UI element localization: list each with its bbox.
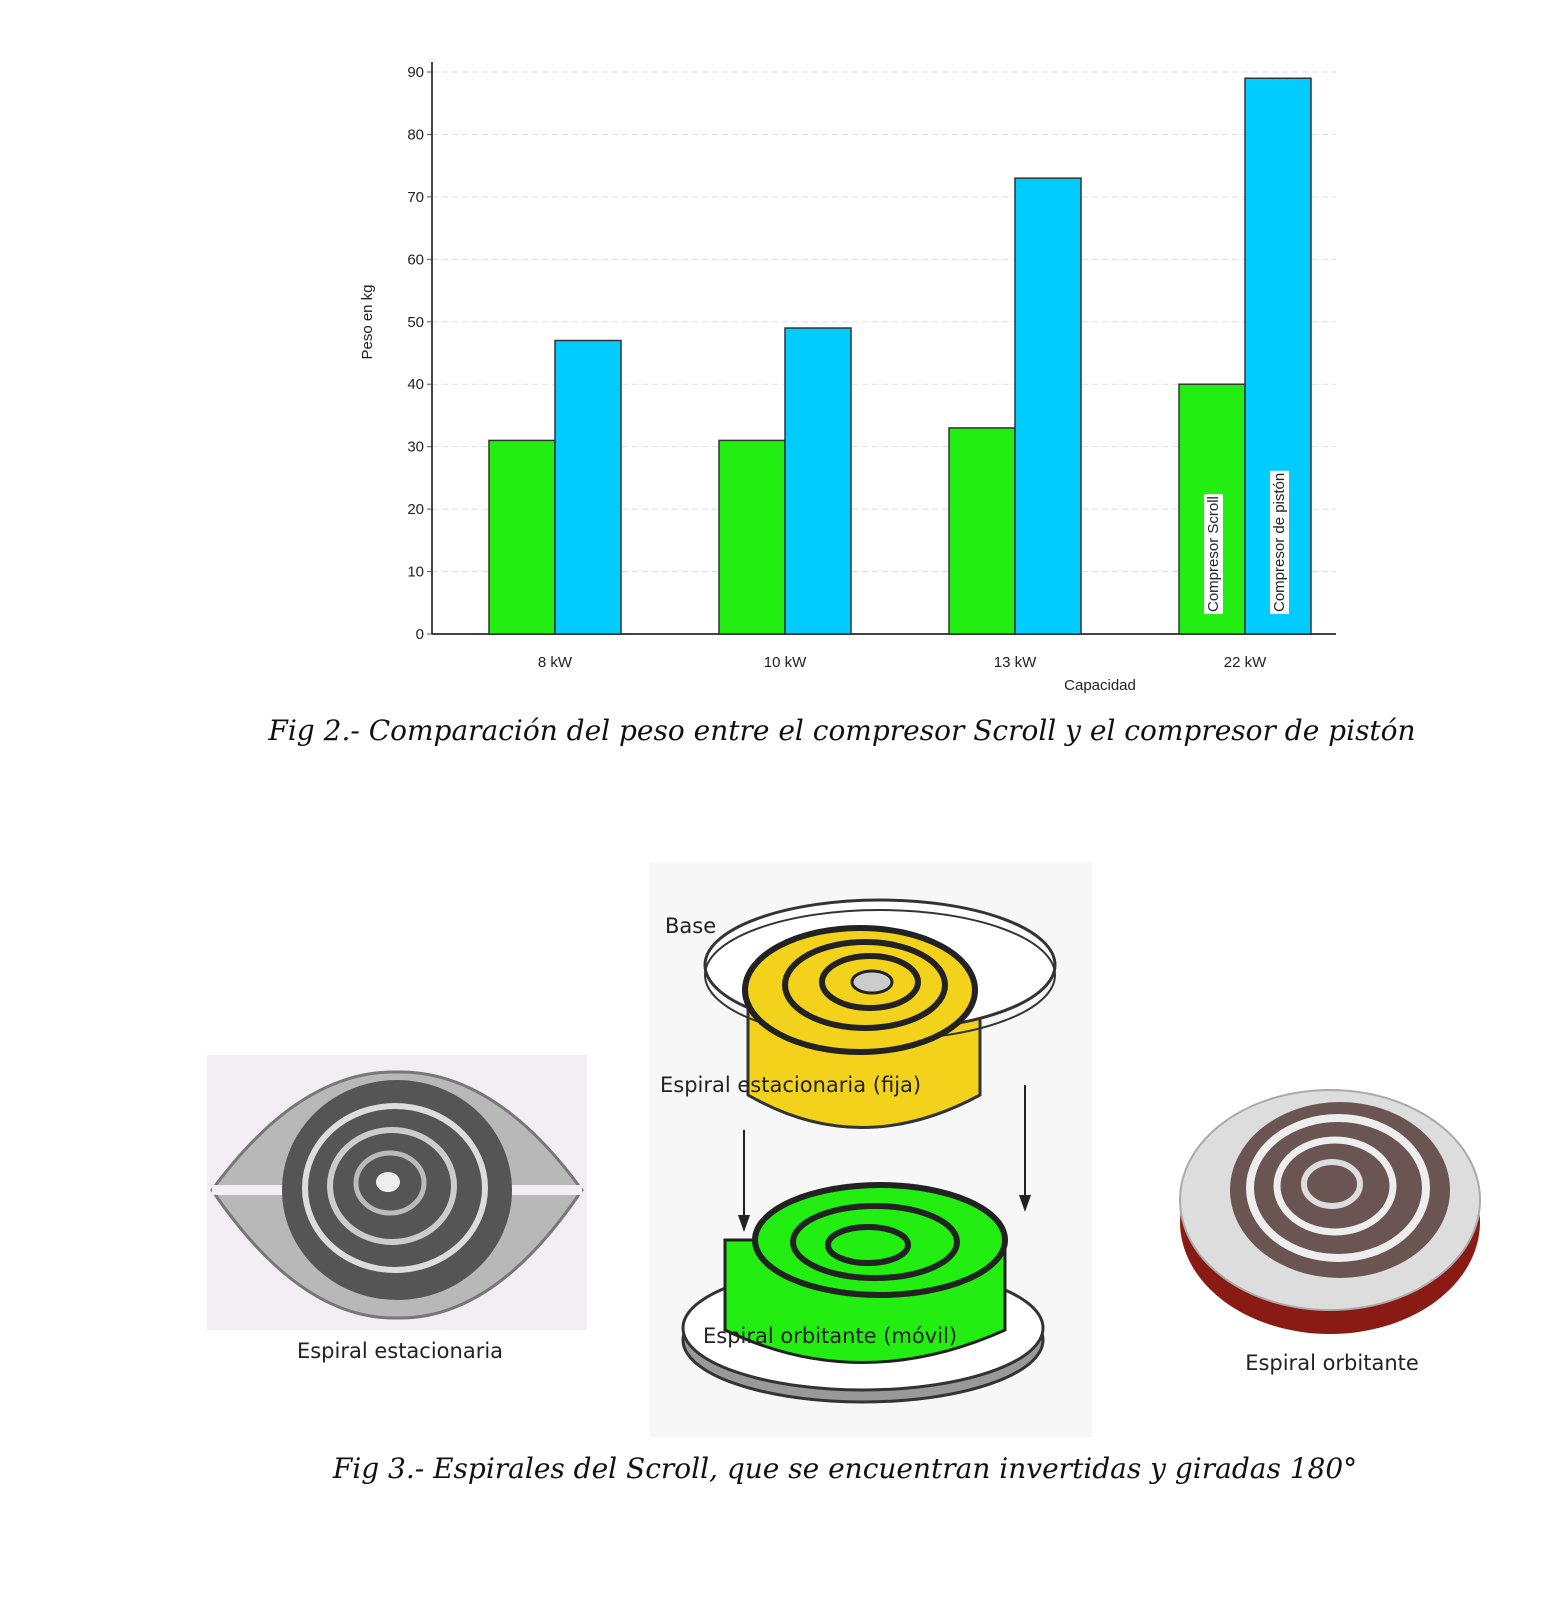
scroll-diagram <box>650 862 1092 1437</box>
x-tick-label: 8 kW <box>538 654 573 671</box>
diagram-label: Espiral estacionaria <box>297 1339 503 1363</box>
x-tick-label: 10 kW <box>764 654 807 671</box>
y-tick-label: 60 <box>407 251 424 268</box>
figure-caption: Fig 2.- Comparación del peso entre el co… <box>267 714 1415 747</box>
y-tick-label: 20 <box>407 501 424 518</box>
bar <box>488 439 556 635</box>
y-tick-label: 10 <box>407 564 424 581</box>
legend-background <box>1204 494 1223 614</box>
y-tick-label: 30 <box>407 439 424 456</box>
x-axis-label: Capacidad <box>1064 677 1136 694</box>
diagram-label: Espiral orbitante <box>1245 1351 1419 1375</box>
y-tick-label: 40 <box>407 376 424 393</box>
legend-label: Compresor Scroll <box>1205 496 1222 612</box>
diagram-label: Espiral estacionaria (fija) <box>660 1073 921 1097</box>
stationary-scroll-photo <box>207 1055 587 1330</box>
diagram-label: Base <box>665 914 716 938</box>
legend-label: Compresor de pistón <box>1271 473 1288 612</box>
bar <box>718 439 786 635</box>
y-tick-label: 0 <box>416 626 424 643</box>
x-tick-label: 22 kW <box>1224 654 1267 671</box>
orbiting-scroll-photo <box>1179 1089 1481 1334</box>
y-tick-label: 90 <box>407 64 424 81</box>
legend-background <box>1270 470 1289 614</box>
y-tick-label: 50 <box>407 314 424 331</box>
y-axis-label: Peso en kg <box>359 284 376 359</box>
x-tick-label: 13 kW <box>994 654 1037 671</box>
diagram-label: Espiral orbitante (móvil) <box>703 1324 957 1348</box>
bar <box>948 427 1016 635</box>
bar <box>784 327 852 635</box>
bar <box>554 339 622 635</box>
bar <box>1014 177 1082 635</box>
y-tick-label: 80 <box>407 126 424 143</box>
y-tick-label: 70 <box>407 189 424 206</box>
figure-caption: Fig 3.- Espirales del Scroll, que se enc… <box>332 1452 1357 1485</box>
